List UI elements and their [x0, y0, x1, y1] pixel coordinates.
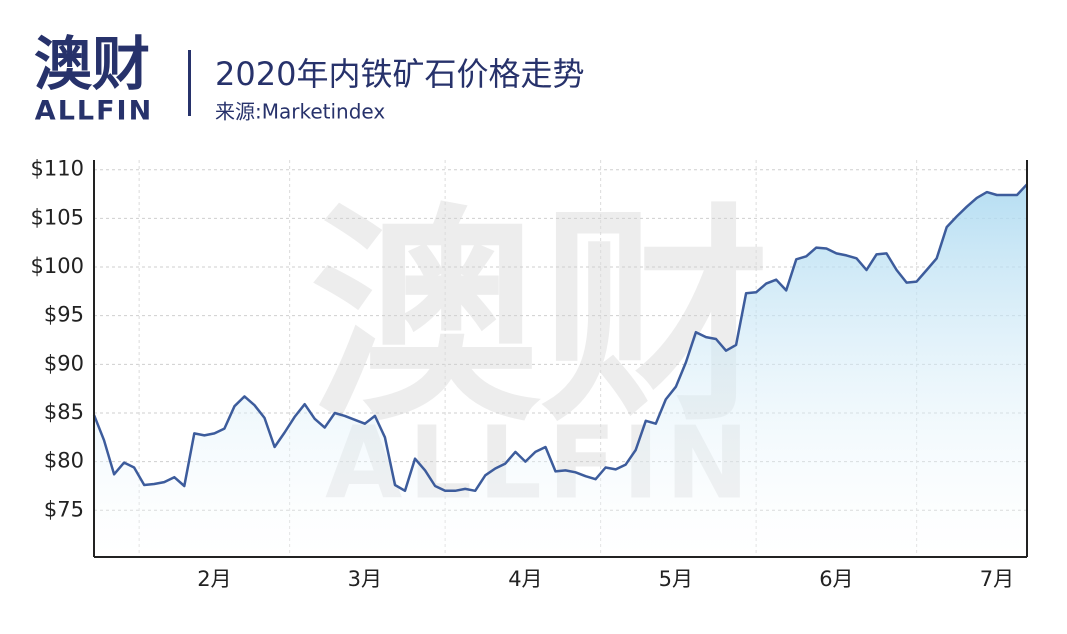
- x-tick-label: 5月: [659, 567, 693, 591]
- x-tick-label: 6月: [819, 567, 853, 591]
- area: [94, 184, 1027, 558]
- x-tick-label: 2月: [197, 567, 231, 591]
- logo-wordmark: ALLFIN: [35, 96, 153, 127]
- y-tick-label: $95: [44, 303, 84, 327]
- y-tick-label: $110: [31, 157, 84, 181]
- x-tick-label: 4月: [508, 567, 542, 591]
- chart-title: 2020年内铁矿石价格走势: [215, 55, 584, 93]
- y-tick-label: $105: [31, 205, 84, 229]
- plot: 澳财ALLFIN$75$80$85$90$95$100$105$1102月3月4…: [31, 157, 1028, 591]
- y-tick-label: $90: [44, 351, 84, 375]
- logo-mark: 澳财: [34, 30, 150, 98]
- chart-subtitle: 来源:Marketindex: [215, 100, 385, 124]
- y-tick-label: $75: [44, 497, 84, 521]
- x-tick-label: 3月: [348, 567, 382, 591]
- y-tick-label: $100: [31, 254, 84, 278]
- y-tick-label: $85: [44, 400, 84, 424]
- y-tick-label: $80: [44, 449, 84, 473]
- x-tick-label: 7月: [980, 567, 1014, 591]
- line: [92, 183, 1028, 493]
- divider: [188, 50, 191, 116]
